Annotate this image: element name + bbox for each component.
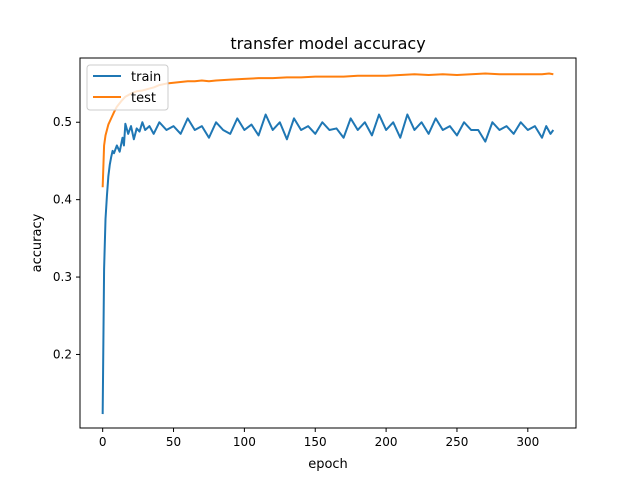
chart-title: transfer model accuracy bbox=[230, 34, 425, 53]
x-tick-label: 100 bbox=[233, 435, 256, 449]
series-line-train bbox=[101, 113, 555, 415]
x-tick-label: 0 bbox=[99, 435, 107, 449]
x-axis-label: epoch bbox=[308, 457, 348, 472]
x-tick-label: 300 bbox=[516, 435, 539, 449]
x-tick-label: 150 bbox=[304, 435, 327, 449]
y-tick-label: 0.2 bbox=[53, 347, 72, 361]
y-axis-label: accuracy bbox=[30, 213, 45, 272]
plot-area bbox=[80, 58, 576, 428]
y-tick-label: 0.5 bbox=[53, 115, 72, 129]
axes-frame bbox=[79, 57, 577, 429]
y-tick-label: 0.3 bbox=[53, 270, 72, 284]
legend-label-train: train bbox=[131, 70, 161, 85]
x-tick-label: 50 bbox=[166, 435, 181, 449]
y-axis-ticks: 0.2 0.3 0.4 0.5 bbox=[53, 115, 80, 361]
x-tick-label: 250 bbox=[446, 435, 469, 449]
x-tick-label: 200 bbox=[375, 435, 398, 449]
y-tick-label: 0.4 bbox=[53, 193, 72, 207]
x-axis-ticks: 0 50 100 150 200 250 300 bbox=[99, 428, 539, 449]
legend: train test bbox=[86, 64, 169, 111]
legend-label-test: test bbox=[131, 91, 156, 106]
